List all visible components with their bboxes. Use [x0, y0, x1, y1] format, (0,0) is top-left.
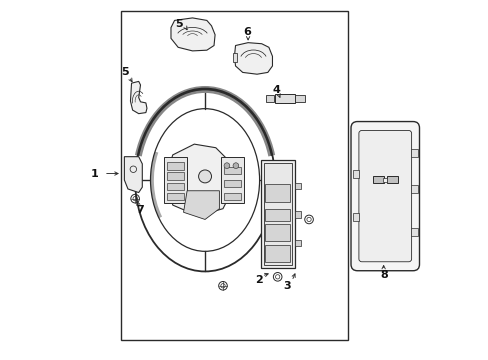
Text: 2: 2 [254, 275, 262, 285]
Bar [121, 12, 348, 339]
Polygon shape [124, 157, 142, 193]
Bar [410, 149, 417, 157]
Circle shape [233, 163, 238, 168]
Bar [265, 245, 289, 262]
Bar [224, 180, 241, 187]
Bar [265, 224, 289, 241]
Text: 3: 3 [283, 281, 291, 291]
Bar [352, 170, 359, 178]
Bar [294, 240, 301, 246]
Polygon shape [386, 176, 397, 183]
Text: 5: 5 [175, 19, 183, 29]
Bar [263, 163, 291, 265]
Polygon shape [234, 42, 272, 74]
Polygon shape [130, 81, 147, 114]
Bar [410, 228, 417, 235]
Bar [294, 95, 305, 102]
Bar [265, 209, 289, 221]
Text: 4: 4 [271, 85, 280, 95]
Text: 7: 7 [136, 206, 143, 216]
Bar [233, 53, 237, 62]
Polygon shape [165, 144, 233, 216]
Polygon shape [171, 18, 215, 51]
Bar [163, 157, 187, 203]
Text: 5: 5 [122, 67, 129, 77]
Bar [274, 94, 294, 103]
Bar [221, 157, 244, 203]
Circle shape [198, 170, 211, 183]
Bar [260, 160, 294, 268]
Circle shape [224, 163, 229, 168]
Bar [166, 162, 183, 170]
Bar [166, 193, 183, 200]
FancyBboxPatch shape [358, 131, 411, 262]
Bar [294, 211, 301, 218]
Polygon shape [372, 176, 383, 183]
Polygon shape [183, 191, 219, 220]
Bar [352, 213, 359, 221]
Bar [166, 183, 183, 190]
Text: 1: 1 [91, 168, 98, 179]
Bar [166, 172, 183, 180]
Text: 6: 6 [243, 27, 251, 37]
Bar [224, 167, 241, 174]
Bar [265, 95, 273, 102]
Bar [410, 185, 417, 193]
Bar [294, 183, 301, 189]
Bar [265, 184, 289, 202]
Bar [224, 193, 241, 200]
FancyBboxPatch shape [350, 122, 419, 271]
Text: 8: 8 [380, 270, 387, 280]
Bar [383, 178, 386, 181]
